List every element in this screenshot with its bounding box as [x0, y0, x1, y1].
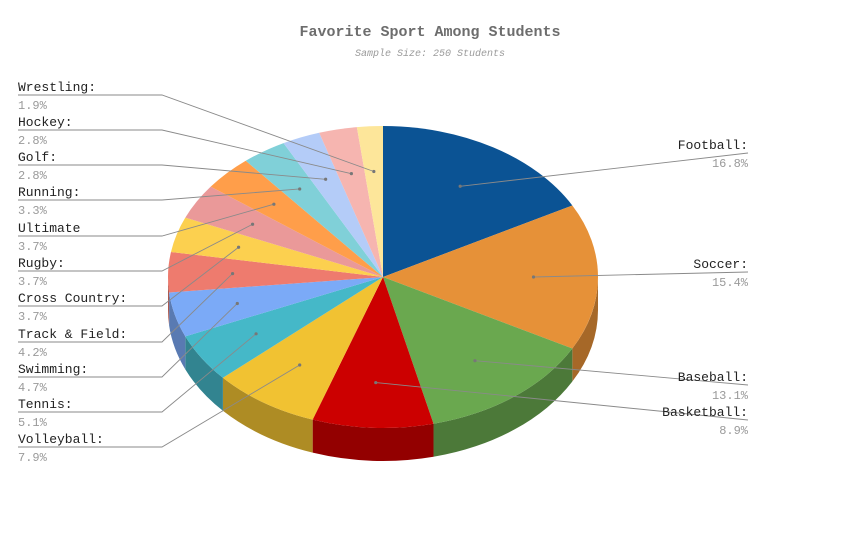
- pie-slice-running[interactable]: [245, 143, 383, 277]
- slice-label-rugby: Rugby:: [18, 256, 65, 271]
- slice-value-ultimate: 3.7%: [18, 240, 48, 254]
- slice-label-football: Football:: [678, 138, 748, 153]
- pie-slice-track-field[interactable]: [168, 251, 383, 293]
- slice-value-baseball: 13.1%: [712, 389, 749, 403]
- slice-value-basketball: 8.9%: [719, 424, 749, 438]
- slice-label-swimming: Swimming:: [18, 362, 88, 377]
- leader-line: [18, 164, 326, 180]
- leader-dot: [372, 169, 376, 174]
- slice-label-soccer: Soccer:: [693, 257, 748, 272]
- slice-value-swimming: 4.7%: [18, 381, 48, 395]
- leader-line: [18, 188, 300, 201]
- leader-dot: [298, 187, 302, 191]
- slice-value-tennis: 5.1%: [18, 416, 48, 430]
- slice-label-baseball: Baseball:: [678, 370, 748, 385]
- leader-dot: [458, 184, 462, 188]
- slice-label-cross-country: Cross Country:: [18, 291, 127, 306]
- pie-slice-golf[interactable]: [283, 132, 383, 277]
- pie-slice-baseball[interactable]: [383, 277, 573, 424]
- slice-value-running: 3.3%: [18, 204, 48, 218]
- pie-slice-cross-country[interactable]: [170, 217, 383, 277]
- leader-line: [18, 94, 374, 172]
- slice-label-wrestling: Wrestling:: [18, 80, 96, 95]
- leader-line: [18, 203, 275, 237]
- slice-value-hockey: 2.8%: [18, 134, 48, 148]
- pie-slice-side: [222, 377, 313, 453]
- leader-dot: [473, 359, 477, 363]
- leader-dot: [254, 332, 258, 336]
- leader-dot: [230, 272, 235, 276]
- leader-dot: [272, 202, 276, 206]
- leader-line: [460, 152, 749, 187]
- slice-label-ultimate: Ultimate: [18, 221, 80, 236]
- pie-slice-side: [312, 419, 434, 461]
- leader-dot: [349, 172, 353, 176]
- pie-slice-basketball[interactable]: [312, 277, 434, 429]
- chart-title: Favorite Sport Among Students: [299, 24, 561, 41]
- leader-line: [18, 303, 238, 378]
- pie-slice-football[interactable]: [383, 126, 573, 277]
- slice-label-basketball: Basketball:: [662, 405, 748, 420]
- slice-label-track-field: Track & Field:: [18, 327, 127, 342]
- leader-line: [18, 223, 253, 272]
- pie-slices: [168, 126, 599, 429]
- pie-slice-side: [169, 292, 186, 370]
- leader-line: [375, 382, 749, 421]
- pie-slice-side: [572, 277, 598, 382]
- pie-sides: [168, 277, 598, 461]
- leader-dot: [374, 380, 378, 385]
- leader-dot: [235, 301, 239, 306]
- pie-slice-hockey[interactable]: [319, 127, 383, 277]
- slice-value-soccer: 15.4%: [712, 276, 749, 290]
- pie-slice-wrestling[interactable]: [356, 126, 383, 277]
- leader-dot: [298, 363, 302, 367]
- pie-slice-side: [433, 348, 573, 457]
- slice-value-rugby: 3.7%: [18, 275, 48, 289]
- leader-line: [18, 333, 257, 413]
- leader-dot: [324, 177, 328, 181]
- leader-line: [18, 364, 300, 448]
- slice-value-golf: 2.8%: [18, 169, 48, 183]
- leader-line: [18, 273, 233, 343]
- leader-line: [474, 360, 749, 386]
- slice-label-tennis: Tennis:: [18, 397, 73, 412]
- leader-dot: [236, 245, 241, 249]
- slice-label-golf: Golf:: [18, 150, 57, 165]
- slice-value-wrestling: 1.9%: [18, 99, 48, 113]
- leader-line: [18, 129, 352, 175]
- pie-slice-swimming[interactable]: [169, 277, 383, 337]
- slice-label-volleyball: Volleyball:: [18, 432, 104, 447]
- slice-value-cross-country: 3.7%: [18, 310, 48, 324]
- slice-label-running: Running:: [18, 185, 80, 200]
- slice-value-football: 16.8%: [712, 157, 749, 171]
- slice-value-track-field: 4.2%: [18, 346, 48, 360]
- slice-labels: Football: 16.8% Soccer: 15.4% Baseball: 13.1%…: [18, 80, 749, 465]
- leader-dot: [531, 275, 536, 279]
- leader-line: [18, 246, 239, 307]
- chart-subtitle: Sample Size: 250 Students: [354, 49, 506, 60]
- leader-line: [533, 271, 749, 278]
- leader-dot: [250, 222, 255, 226]
- pie-slice-ultimate[interactable]: [210, 160, 383, 277]
- pie-slice-soccer[interactable]: [383, 205, 599, 349]
- pie-slice-side: [185, 336, 223, 411]
- pie-slice-tennis[interactable]: [185, 277, 383, 378]
- slice-value-volleyball: 7.9%: [18, 451, 48, 465]
- slice-label-hockey: Hockey:: [18, 115, 73, 130]
- pie-slice-volleyball[interactable]: [222, 277, 383, 420]
- pie-slice-rugby[interactable]: [185, 186, 383, 277]
